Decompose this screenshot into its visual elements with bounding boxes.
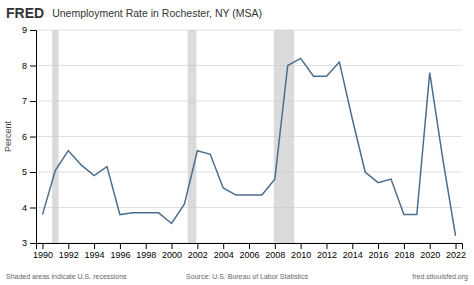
x-axis: 1990 1992 1994 1996 1998 2000 2002 2004 2006 2008… (33, 243, 466, 260)
recession-band (274, 30, 294, 243)
x-tick-mark (68, 243, 69, 249)
y-tick-mark (30, 137, 36, 138)
x-tick-mark (378, 243, 379, 249)
x-tick-label: 2014 (343, 250, 363, 260)
x-tick: 2004 (214, 243, 234, 260)
x-tick: 1996 (110, 243, 130, 260)
grid-line (36, 65, 462, 66)
footer-note: Shaded areas indicate U.S. recessions (6, 273, 127, 280)
x-tick-mark (42, 243, 43, 249)
plot: 1990 1992 1994 1996 1998 2000 2002 2004 2006 2008… (22, 25, 466, 260)
x-tick: 1998 (136, 243, 156, 260)
y-tick: 3 (22, 238, 36, 248)
recession-band (188, 30, 197, 243)
y-axis-line (30, 31, 37, 244)
y-axis-title: Percent (3, 120, 13, 152)
y-tick: 4 (22, 203, 36, 213)
x-tick-mark (456, 243, 457, 249)
y-tick-mark (30, 172, 36, 173)
x-tick: 2012 (317, 243, 337, 260)
x-tick-label: 2018 (394, 250, 414, 260)
x-tick-label: 1998 (136, 250, 156, 260)
x-tick: 2018 (394, 243, 414, 260)
x-tick-label: 2002 (188, 250, 208, 260)
grid-line (36, 136, 462, 137)
x-axis-line (37, 244, 463, 250)
x-tick-mark (223, 243, 224, 249)
title: Unemployment Rate in Rochester, NY (MSA) (52, 7, 262, 19)
x-tick: 2008 (265, 243, 285, 260)
grid (36, 30, 462, 243)
x-tick-label: 1992 (59, 250, 79, 260)
y-tick-label: 8 (22, 61, 27, 71)
x-tick-label: 2004 (214, 250, 234, 260)
y-tick-label: 3 (22, 238, 27, 248)
x-tick: 1990 (33, 243, 53, 260)
x-tick: 2014 (343, 243, 363, 260)
x-tick-mark (430, 243, 431, 249)
x-tick-label: 2000 (162, 250, 182, 260)
grid-line (36, 207, 462, 208)
x-tick: 2022 (446, 243, 466, 260)
x-tick: 2006 (239, 243, 259, 260)
marks (42, 30, 455, 243)
line (42, 58, 455, 236)
x-tick-mark (249, 243, 250, 249)
y-axis: 3 4 5 6 7 8 9 (22, 25, 37, 248)
x-tick: 2000 (162, 243, 182, 260)
x-tick-mark (146, 243, 147, 249)
grid-line (36, 101, 462, 102)
x-tick-mark (352, 243, 353, 249)
footer-source: Source: U.S. Bureau of Labor Statistics (186, 273, 308, 280)
x-tick: 2016 (369, 243, 389, 260)
x-tick: 2010 (291, 243, 311, 260)
y-tick-mark (30, 208, 36, 209)
y-tick-label: 4 (22, 203, 27, 213)
y-tick-label: 7 (22, 96, 27, 106)
x-tick: 1992 (59, 243, 79, 260)
x-tick: 2002 (188, 243, 208, 260)
x-tick-mark (275, 243, 276, 249)
x-tick-mark (404, 243, 405, 249)
x-tick-label: 2022 (446, 250, 466, 260)
x-tick-label: 2006 (239, 250, 259, 260)
x-tick-label: 2012 (317, 250, 337, 260)
y-tick-mark (30, 243, 36, 244)
grid-line (36, 30, 462, 31)
x-tick-label: 2010 (291, 250, 311, 260)
y-tick-mark (30, 30, 36, 31)
y-tick-label: 5 (22, 167, 27, 177)
y-tick: 6 (22, 132, 36, 142)
x-tick-label: 1996 (110, 250, 130, 260)
y-tick: 9 (22, 25, 36, 35)
y-tick-mark (30, 101, 36, 102)
x-tick-label: 1990 (33, 250, 53, 260)
x-tick-mark (172, 243, 173, 249)
y-tick-label: 9 (22, 25, 27, 35)
footer-url: fred.stlouisfed.org (412, 273, 468, 281)
x-tick-label: 1994 (85, 250, 105, 260)
x-tick-mark (120, 243, 121, 249)
y-tick-label: 6 (22, 132, 27, 142)
x-tick-label: 2016 (369, 250, 389, 260)
x-tick-label: 2008 (265, 250, 285, 260)
x-tick: 1994 (85, 243, 105, 260)
y-tick-mark (30, 66, 36, 67)
x-tick-mark (94, 243, 95, 249)
chart: 1990 1992 1994 1996 1998 2000 2002 2004 2006 2008… (0, 0, 474, 285)
x-tick: 2020 (420, 243, 440, 260)
header-label: FRED (6, 5, 44, 21)
y-tick: 7 (22, 96, 36, 106)
x-tick-mark (197, 243, 198, 249)
y-tick: 8 (22, 61, 36, 71)
x-tick-label: 2020 (420, 250, 440, 260)
x-tick-mark (326, 243, 327, 249)
recession-band (52, 30, 58, 243)
y-tick: 5 (22, 167, 36, 177)
x-tick-mark (301, 243, 302, 249)
